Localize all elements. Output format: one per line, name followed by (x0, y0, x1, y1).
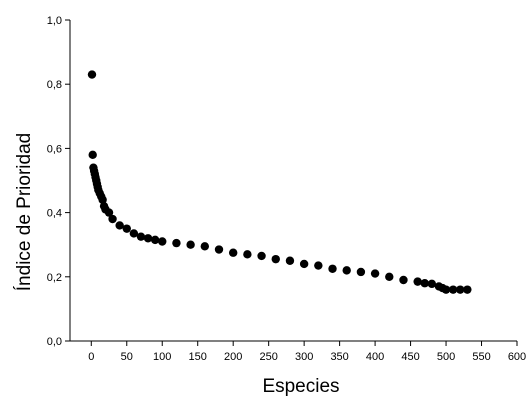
data-point (150, 235, 160, 245)
data-point (214, 245, 224, 254)
x-tick-label: 250 (259, 351, 277, 363)
x-tick-label: 600 (508, 351, 526, 363)
data-point (257, 251, 266, 261)
data-points (87, 70, 472, 294)
data-point (98, 195, 107, 204)
data-point (285, 256, 295, 265)
data-point (115, 221, 124, 230)
x-tick-label: 100 (153, 351, 171, 363)
y-tick-label: 0,8 (47, 79, 62, 91)
x-tick-label: 50 (121, 351, 133, 363)
data-point (271, 254, 280, 264)
data-point (342, 266, 351, 275)
x-tick-label: 450 (401, 351, 419, 363)
x-tick-label: 400 (366, 351, 384, 363)
data-point (370, 269, 380, 278)
x-tick-label: 500 (437, 351, 455, 363)
data-point (420, 279, 429, 288)
y-tick-label: 0,6 (47, 143, 62, 155)
data-point (108, 214, 117, 224)
data-point (456, 285, 465, 294)
x-tick-label: 350 (330, 351, 348, 363)
axes (69, 20, 517, 342)
data-point (356, 267, 366, 277)
y-tick-label: 0,0 (47, 336, 62, 348)
data-point (104, 208, 114, 217)
data-point (243, 250, 252, 259)
data-point (448, 285, 458, 294)
y-tick-label: 0,2 (47, 272, 62, 284)
x-tick-label: 550 (472, 351, 490, 363)
x-tick-label: 200 (224, 351, 242, 363)
data-point (228, 248, 238, 257)
data-point (328, 264, 337, 273)
y-axis-ticks: 0,0 0,2 0,4 0,6 0,8 1,0 (47, 15, 70, 348)
data-point (122, 224, 131, 233)
data-point (299, 259, 309, 269)
data-point (463, 285, 472, 294)
data-point (186, 240, 195, 249)
data-point (399, 275, 408, 285)
data-point (413, 277, 422, 286)
x-tick-label: 300 (295, 351, 313, 363)
data-point (427, 279, 437, 289)
data-point (314, 261, 323, 270)
data-point (143, 234, 153, 243)
data-point (200, 242, 210, 251)
data-point (172, 238, 181, 248)
y-axis-title: Índice de Prioridad (14, 133, 35, 291)
x-axis-title: Especies (262, 376, 339, 397)
data-point (88, 150, 97, 160)
data-point (441, 285, 451, 294)
x-axis-ticks: 0 50 100 150 200 250 300 350 400 450 500 550 600 (88, 341, 526, 363)
x-tick-label: 0 (88, 351, 94, 363)
y-tick-label: 1,0 (47, 15, 62, 27)
data-point (385, 272, 394, 281)
data-point (129, 229, 139, 238)
data-point (158, 237, 167, 246)
x-tick-label: 150 (189, 351, 207, 363)
y-tick-label: 0,4 (47, 208, 62, 220)
data-point (136, 232, 146, 241)
data-point (87, 70, 97, 79)
